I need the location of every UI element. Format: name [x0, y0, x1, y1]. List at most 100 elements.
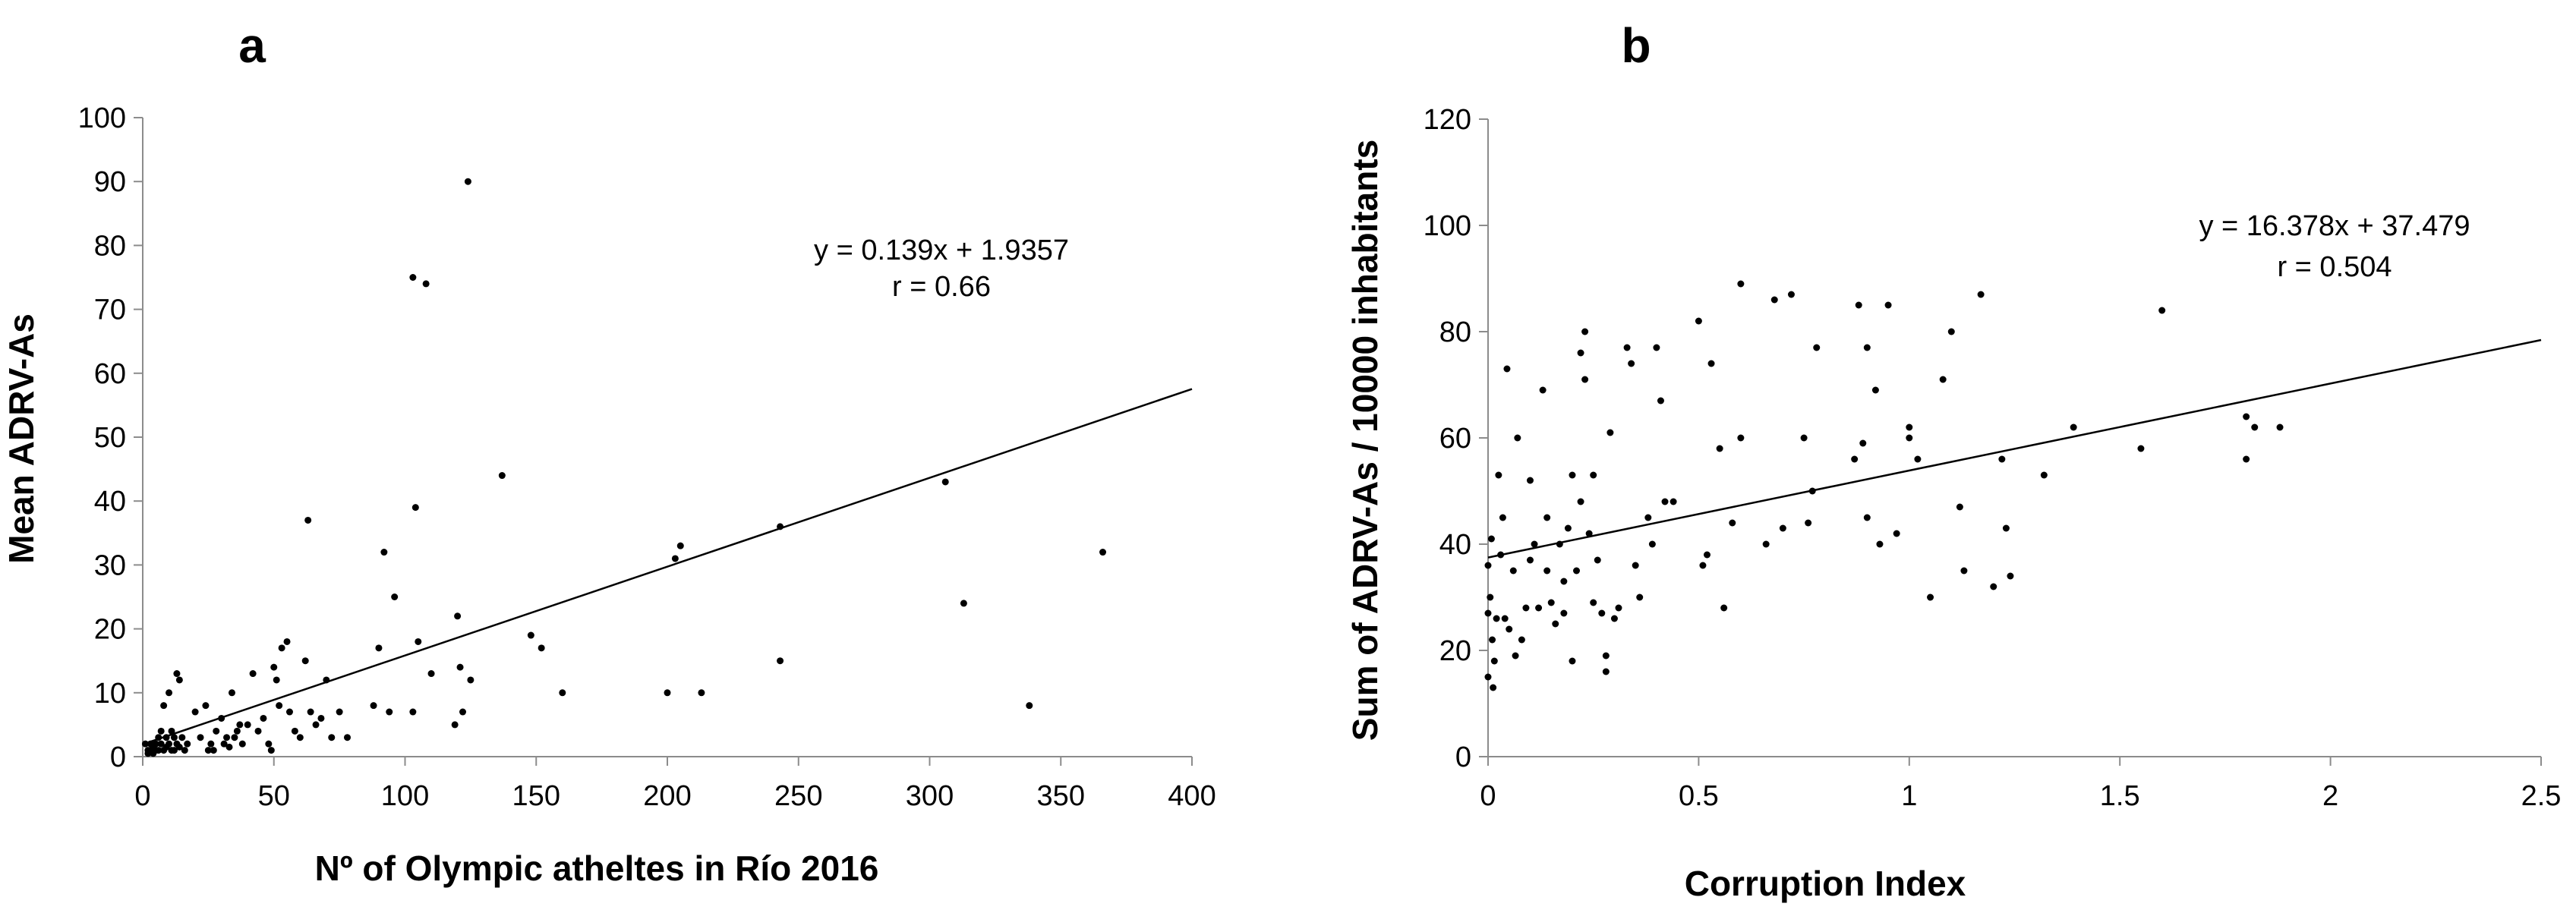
data-point-b	[1581, 328, 1589, 335]
data-point-b	[1602, 652, 1610, 660]
data-point-a	[409, 274, 417, 281]
data-point-b	[1543, 567, 1551, 575]
data-point-a	[941, 478, 949, 486]
data-point-b	[1590, 599, 1597, 606]
data-point-a	[291, 727, 298, 735]
data-point-a	[278, 644, 285, 652]
y-tick-label-a: 100	[78, 102, 126, 134]
y-tick-label-b: 80	[1439, 316, 1471, 348]
y-tick-label-a: 40	[94, 486, 126, 518]
data-point-a	[386, 708, 393, 716]
data-point-a	[411, 504, 419, 512]
data-point-b	[1770, 296, 1778, 304]
data-point-b	[1851, 455, 1859, 463]
data-point-b	[1859, 439, 1867, 447]
data-point-b	[1779, 524, 1786, 532]
data-point-b	[1581, 376, 1589, 383]
y-tick-label-a: 70	[94, 294, 126, 326]
x-tick-label-a: 0	[134, 780, 150, 812]
data-point-b	[1707, 360, 1715, 367]
data-point-a	[664, 689, 671, 697]
data-point-a	[1026, 702, 1033, 710]
x-tick-label-b: 2	[2322, 780, 2338, 812]
y-axis-title-a: Mean ADRV-As	[2, 313, 41, 564]
x-tick-label-a: 350	[1037, 780, 1085, 812]
data-point-b	[1484, 673, 1492, 681]
trendline-path-a	[142, 388, 1193, 745]
data-point-b	[2243, 413, 2250, 420]
data-point-b	[1487, 593, 1494, 601]
data-point-b	[1552, 620, 1559, 628]
data-point-b	[1998, 455, 2006, 463]
data-point-a	[777, 657, 784, 665]
data-point-b	[1762, 540, 1770, 548]
trendline-b	[1487, 338, 2542, 559]
data-point-b	[2070, 423, 2077, 431]
data-point-a	[304, 516, 312, 524]
y-tick-label-a: 30	[94, 549, 126, 581]
data-point-a	[370, 702, 377, 710]
data-point-a	[538, 644, 545, 652]
data-point-a	[676, 542, 684, 549]
data-point-a	[267, 747, 275, 754]
data-point-b	[2007, 572, 2014, 580]
y-tick-label-b: 20	[1439, 635, 1471, 667]
data-point-b	[1539, 386, 1547, 394]
data-point-b	[1518, 636, 1525, 644]
data-point-b	[1560, 609, 1568, 617]
y-tick-label-a: 90	[94, 166, 126, 198]
data-point-b	[1610, 615, 1618, 622]
data-point-b	[1531, 540, 1538, 548]
data-point-a	[173, 670, 181, 678]
x-tick-label-a: 250	[774, 780, 822, 812]
data-point-a	[265, 740, 273, 748]
data-point-a	[960, 600, 967, 607]
x-tick-labels-a: 0 50 100 150 200 250 300 350 400	[134, 780, 1215, 812]
data-point-a	[175, 676, 183, 684]
data-point-b	[1632, 562, 1639, 569]
data-point-a	[157, 740, 165, 748]
x-tick-label-a: 100	[381, 780, 429, 812]
data-point-b	[1512, 652, 1519, 660]
data-point-a	[270, 663, 278, 671]
data-point-a	[464, 178, 471, 185]
data-point-b	[1577, 349, 1584, 357]
data-point-b	[1489, 636, 1496, 644]
data-point-a	[228, 689, 235, 697]
data-point-b	[1787, 291, 1795, 298]
data-point-a	[391, 593, 399, 600]
data-point-b	[1487, 535, 1495, 543]
y-tick-label-b: 0	[1455, 741, 1471, 773]
trend-r-a: r = 0.66	[892, 271, 991, 303]
data-point-b	[2243, 455, 2250, 463]
data-point-a	[202, 702, 210, 710]
x-tick-label-b: 1.5	[2100, 780, 2140, 812]
data-point-b	[1906, 434, 1913, 442]
data-point-a	[456, 663, 464, 671]
trend-equation-a: y = 0.139x + 1.9357	[814, 235, 1069, 266]
data-point-a	[409, 708, 417, 716]
axes-a	[134, 117, 1193, 766]
data-point-b	[1569, 657, 1576, 665]
y-tick-label-b: 60	[1439, 423, 1471, 455]
data-point-b	[1623, 344, 1631, 351]
data-point-a	[184, 740, 191, 748]
x-tick-label-a: 200	[643, 780, 691, 812]
data-point-b	[1737, 434, 1745, 442]
data-point-a	[204, 747, 212, 754]
data-point-b	[1914, 455, 1922, 463]
data-point-a	[328, 734, 336, 741]
data-point-b	[1653, 344, 1660, 351]
y-tick-labels-a: 0 10 20 30 40 50 60 70 80 90 100	[78, 102, 126, 773]
chart-a-svg: a 0 10 20 30 40 50 60 70 80 90 100 0 50 100 150 200 250…	[2, 18, 1216, 888]
data-point-a	[380, 549, 388, 556]
data-point-a	[451, 721, 459, 729]
data-point-a	[336, 708, 343, 716]
data-point-b	[1871, 386, 1879, 394]
data-point-b	[1855, 301, 1862, 309]
data-point-a	[427, 670, 435, 678]
data-point-a	[307, 708, 314, 716]
y-tick-label-a: 50	[94, 422, 126, 454]
data-point-b	[1884, 301, 1892, 309]
data-point-a	[223, 734, 231, 741]
